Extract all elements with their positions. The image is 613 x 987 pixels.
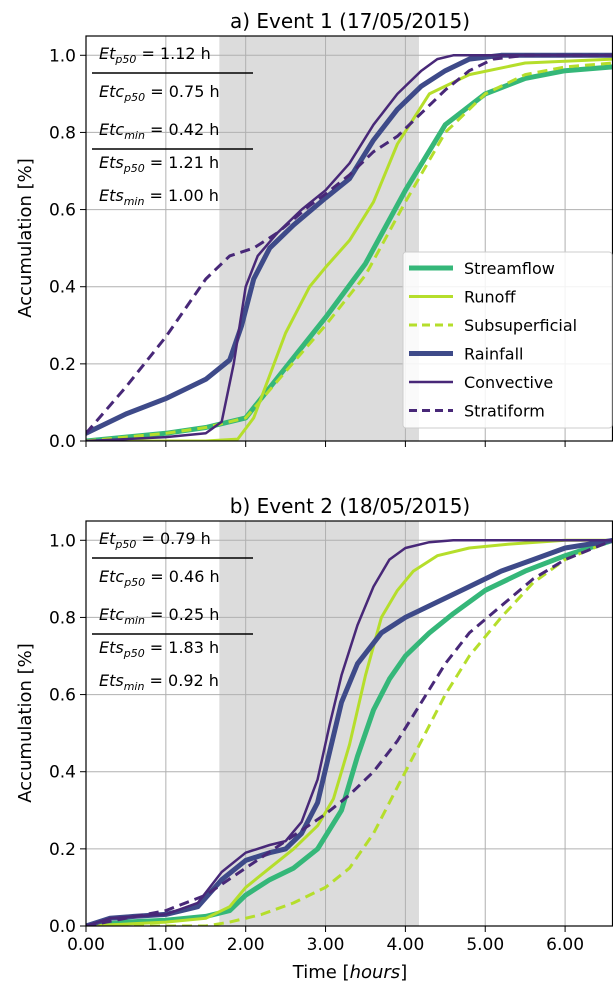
legend-box: [402, 251, 613, 429]
x-axis-label-prefix: Time [: [292, 962, 350, 983]
annotation-top: Etcp50 = 0.46 h: [99, 567, 220, 589]
x-tick-label: 6.00: [546, 935, 584, 955]
y-axis-label-event-1: Accumulation [%]: [15, 158, 36, 318]
annotation-top: Etcmin = 0.25 h: [99, 605, 219, 627]
annotation-top: Etp50 = 1.12 h: [99, 44, 211, 66]
x-tick-label: 4.00: [386, 935, 424, 955]
legend-label-subsuperficial: Subsuperficial: [464, 316, 577, 335]
panel-event-2: 0.00 1.00 2.00 3.00 4.00 5.00 6.00 0.0 0.2 0.4 0.6…: [49, 494, 613, 955]
x-axis-label: Time [hours]: [292, 962, 407, 983]
legend-label-runoff: Runoff: [464, 288, 516, 307]
x-axis-label-unit: hours: [350, 962, 401, 983]
series-group: [86, 52, 613, 441]
y-tick-label: 0.8: [49, 123, 76, 143]
chart-title: b) Event 2 (18/05/2015): [230, 494, 470, 518]
legend-label-convective: Convective: [464, 373, 553, 392]
annotation-top: Etcmin = 0.42 h: [99, 120, 219, 142]
chart-title: a) Event 1 (17/05/2015): [230, 9, 470, 33]
y-tick-label: 0.6: [49, 201, 76, 221]
y-tick-label: 0.8: [49, 608, 76, 628]
y-tick-label: 1.0: [49, 531, 76, 551]
y-tick-label: 1.0: [49, 46, 76, 66]
legend-label-streamflow: Streamflow: [464, 259, 555, 278]
annotation-bottom: Etsp50 = 1.21 h: [99, 153, 219, 175]
panel-event-1: 0.0 0.2 0.4 0.6 0.8 1.0 a) Event 1 (17/05/2015…: [49, 9, 613, 452]
series-convective: [86, 54, 613, 441]
y-tick-label: 0.0: [49, 917, 76, 937]
y-tick-label: 0.6: [49, 686, 76, 706]
y-tick-label: 0.0: [49, 432, 76, 452]
series-subsuperficial: [86, 61, 613, 441]
legend-label-rainfall: Rainfall: [464, 345, 523, 364]
x-tick-label: 3.00: [307, 935, 345, 955]
x-axis-label-suffix: ]: [400, 962, 407, 983]
annotation-bottom: Etsp50 = 1.83 h: [99, 638, 219, 660]
series-rainfall: [86, 52, 613, 436]
annotation-top: Etp50 = 0.79 h: [99, 529, 211, 551]
series-group: [86, 537, 613, 926]
annotation-bottom: Etsmin = 0.92 h: [99, 671, 219, 693]
legend-label-stratiform: Stratiform: [464, 402, 545, 421]
y-tick-label: 0.4: [49, 763, 76, 783]
series-convective: [86, 539, 613, 926]
y-axis-label-event-2: Accumulation [%]: [15, 643, 36, 803]
x-tick-label: 1.00: [147, 935, 185, 955]
series-stratiform: [86, 53, 613, 435]
series-subsuperficial: [86, 538, 613, 926]
x-tick-label: 2.00: [227, 935, 265, 955]
annotation-top: Etcp50 = 0.75 h: [99, 82, 220, 104]
y-tick-label: 0.2: [49, 355, 76, 375]
x-tick-label: 0.00: [67, 935, 105, 955]
shaded-interval: [219, 36, 419, 441]
series-rainfall: [86, 537, 613, 926]
annotation-bottom: Etsmin = 1.00 h: [99, 186, 219, 208]
y-tick-label: 0.4: [49, 278, 76, 298]
x-tick-label: 5.00: [466, 935, 504, 955]
y-tick-label: 0.2: [49, 840, 76, 860]
series-runoff: [86, 538, 613, 926]
